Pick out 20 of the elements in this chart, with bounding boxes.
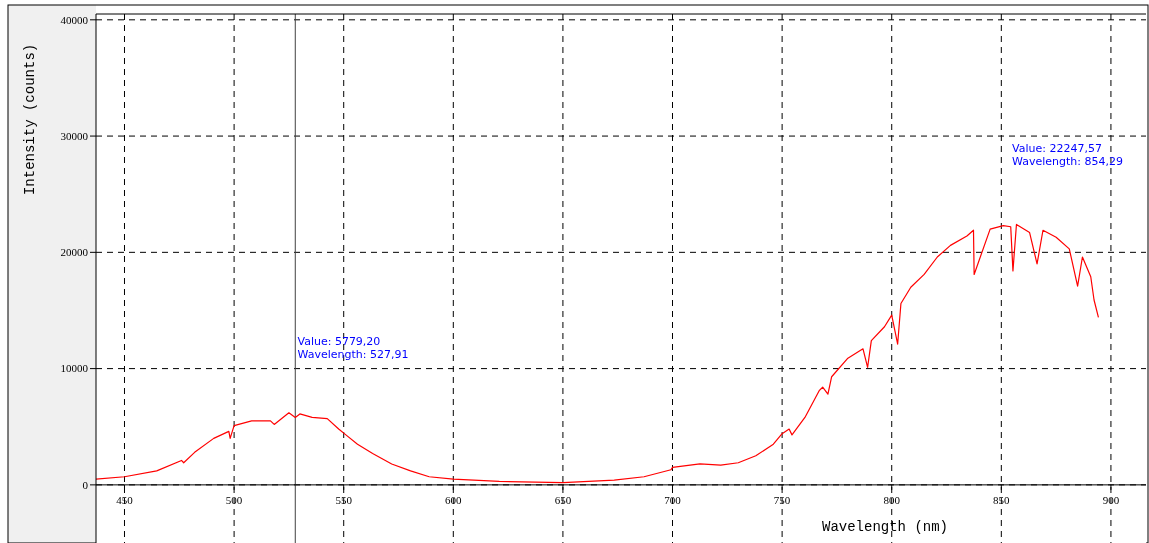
y-tick-label: 0 — [82, 478, 89, 491]
y-tick-label: 30000 — [60, 129, 89, 142]
annotation: Value: 22247,57 Wavelength: 854,29 — [1012, 142, 1123, 168]
x-tick-label: 500 — [225, 493, 243, 506]
x-tick-label: 700 — [664, 493, 682, 506]
x-tick-label: 450 — [116, 493, 134, 506]
x-axis-title: Wavelength (nm) — [821, 518, 949, 535]
y-tick-label: 10000 — [60, 362, 89, 375]
x-tick-label: 900 — [1102, 493, 1120, 506]
y-tick-label: 40000 — [60, 13, 89, 26]
line-series — [96, 223, 1100, 484]
x-tick-label: 800 — [883, 493, 901, 506]
y-tick-label: 20000 — [60, 246, 89, 259]
annotation: Value: 5779,20 Wavelength: 527,91 — [297, 335, 409, 362]
x-tick-label: 650 — [554, 493, 572, 506]
x-tick-label: 600 — [445, 493, 463, 506]
y-axis-title: Intensity (counts) — [22, 43, 38, 196]
x-tick-label: 550 — [335, 493, 353, 506]
x-tick-label: 850 — [993, 493, 1011, 506]
x-tick-label: 750 — [773, 493, 791, 506]
